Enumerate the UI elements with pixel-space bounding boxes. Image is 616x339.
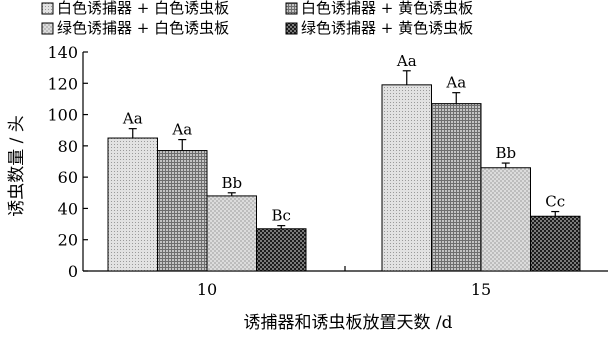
significance-label: Bb [221, 174, 242, 192]
legend-label: 白色诱捕器 + 黄色诱虫板 [301, 0, 473, 17]
y-tick-label: 40 [58, 199, 78, 218]
bar [256, 228, 307, 272]
significance-label: Aa [396, 52, 417, 70]
y-axis: 0 20 40 60 80 100 120 140 [47, 43, 88, 281]
legend-label: 绿色诱捕器 + 黄色诱虫板 [301, 19, 473, 37]
y-tick-label: 20 [58, 231, 78, 250]
bar [206, 195, 257, 272]
legend-swatch [41, 22, 54, 35]
x-tick-label: 15 [471, 280, 491, 299]
legend-swatch [41, 2, 54, 15]
bar [157, 150, 208, 272]
bar [530, 215, 581, 272]
significance-label: Bc [272, 207, 291, 225]
y-tick-label: 120 [47, 74, 78, 93]
y-axis-title: 诱虫数量 / 头 [7, 115, 27, 217]
bar [480, 167, 531, 272]
x-tick-label: 10 [197, 280, 217, 299]
y-tick-label: 0 [68, 262, 78, 281]
bar [107, 137, 158, 272]
y-tick-label: 80 [58, 137, 78, 156]
significance-label: Cc [545, 193, 565, 211]
y-tick-label: 100 [47, 106, 78, 125]
legend-label: 绿色诱捕器 + 白色诱虫板 [57, 19, 229, 37]
legend-swatch [285, 22, 298, 35]
y-tick-label: 60 [58, 168, 78, 187]
legend-label: 白色诱捕器 + 白色诱虫板 [57, 0, 229, 17]
significance-label: Aa [445, 74, 466, 92]
significance-label: Aa [171, 121, 192, 139]
bars: Aa Aa Bb Bc Aa Aa Bb Cc [107, 52, 581, 272]
significance-label: Bb [495, 144, 516, 162]
y-tick-label: 140 [47, 43, 78, 62]
bar [431, 103, 482, 272]
legend-swatch [285, 2, 298, 15]
significance-label: Aa [122, 110, 143, 128]
bar [381, 84, 432, 272]
x-axis-title: 诱捕器和诱虫板放置天数 /d [243, 313, 452, 333]
